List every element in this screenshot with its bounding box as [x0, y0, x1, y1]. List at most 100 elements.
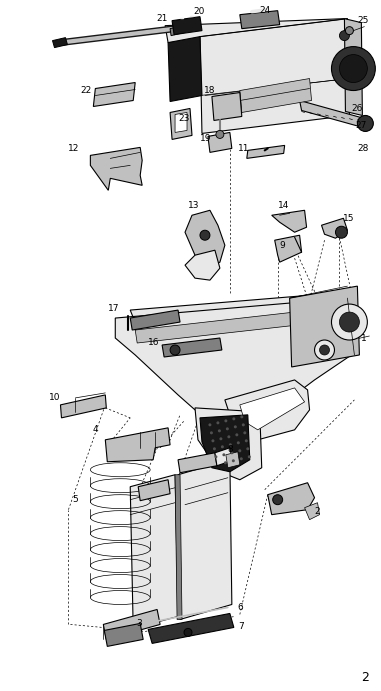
Polygon shape: [170, 108, 192, 140]
Circle shape: [215, 455, 218, 458]
Circle shape: [315, 340, 335, 360]
Circle shape: [357, 115, 373, 131]
Text: 2: 2: [315, 507, 320, 516]
Circle shape: [221, 445, 224, 448]
Circle shape: [224, 419, 227, 422]
Circle shape: [232, 460, 235, 462]
Polygon shape: [178, 460, 232, 619]
Text: 3: 3: [136, 619, 142, 628]
Text: 18: 18: [204, 86, 215, 95]
Text: 2: 2: [362, 671, 369, 684]
Text: 14: 14: [278, 201, 289, 210]
Polygon shape: [272, 210, 307, 232]
Polygon shape: [344, 19, 362, 115]
Polygon shape: [185, 250, 220, 280]
Circle shape: [339, 312, 359, 332]
Polygon shape: [103, 609, 160, 639]
Text: 12: 12: [69, 144, 80, 153]
Circle shape: [239, 449, 241, 453]
Polygon shape: [175, 475, 182, 619]
Circle shape: [226, 427, 229, 430]
Polygon shape: [148, 614, 234, 643]
Text: 20: 20: [193, 7, 204, 16]
Polygon shape: [165, 19, 347, 43]
Text: 13: 13: [188, 201, 200, 210]
Circle shape: [231, 451, 233, 454]
Text: 26: 26: [351, 104, 363, 113]
Circle shape: [331, 304, 367, 340]
Text: 9: 9: [280, 240, 285, 249]
Circle shape: [331, 46, 375, 91]
Polygon shape: [322, 218, 347, 238]
Polygon shape: [175, 113, 187, 133]
Polygon shape: [185, 210, 225, 268]
Text: 1: 1: [361, 334, 367, 343]
Polygon shape: [130, 310, 180, 330]
Circle shape: [223, 453, 226, 456]
Polygon shape: [61, 395, 106, 418]
Polygon shape: [208, 133, 232, 153]
Polygon shape: [226, 452, 240, 468]
Circle shape: [237, 442, 240, 444]
Polygon shape: [240, 388, 304, 430]
Text: 21: 21: [156, 14, 168, 23]
Polygon shape: [162, 338, 222, 357]
Circle shape: [210, 431, 213, 435]
Text: 22: 22: [80, 86, 92, 95]
Circle shape: [219, 437, 223, 440]
Circle shape: [227, 435, 231, 438]
Polygon shape: [105, 428, 170, 462]
Polygon shape: [275, 235, 302, 262]
Polygon shape: [93, 82, 135, 106]
Polygon shape: [135, 312, 298, 343]
Text: 23: 23: [178, 114, 189, 123]
Text: 24: 24: [260, 6, 271, 15]
Circle shape: [213, 447, 216, 451]
Circle shape: [248, 455, 251, 458]
Circle shape: [320, 345, 330, 355]
Circle shape: [240, 415, 243, 418]
Text: 11: 11: [238, 144, 249, 153]
Circle shape: [229, 444, 232, 446]
Text: 10: 10: [48, 393, 60, 402]
Circle shape: [235, 433, 239, 436]
Polygon shape: [200, 415, 250, 472]
Circle shape: [234, 426, 237, 428]
Text: 8: 8: [228, 445, 234, 454]
Text: 28: 28: [357, 144, 369, 153]
Polygon shape: [247, 145, 285, 158]
Polygon shape: [130, 292, 351, 320]
Circle shape: [216, 422, 219, 424]
Polygon shape: [130, 475, 178, 628]
Circle shape: [339, 30, 349, 41]
Text: 16: 16: [148, 337, 160, 346]
Text: 4: 4: [92, 426, 98, 435]
Circle shape: [339, 55, 367, 82]
Circle shape: [232, 417, 235, 420]
Polygon shape: [240, 79, 312, 113]
Circle shape: [216, 131, 224, 138]
Circle shape: [224, 462, 227, 464]
Circle shape: [335, 226, 347, 238]
Polygon shape: [178, 453, 217, 473]
Circle shape: [246, 447, 249, 451]
Polygon shape: [195, 408, 262, 480]
Circle shape: [218, 429, 221, 433]
Polygon shape: [212, 93, 242, 120]
Text: 17: 17: [108, 303, 120, 312]
Polygon shape: [304, 502, 320, 520]
Circle shape: [211, 439, 215, 442]
Polygon shape: [225, 380, 310, 439]
Circle shape: [273, 495, 283, 504]
Text: 25: 25: [357, 16, 369, 25]
Circle shape: [170, 345, 180, 355]
Text: 7: 7: [238, 622, 243, 631]
Polygon shape: [115, 298, 354, 420]
Text: 19: 19: [200, 134, 211, 143]
Polygon shape: [104, 623, 143, 646]
Polygon shape: [200, 19, 349, 133]
Text: 15: 15: [343, 214, 355, 223]
Circle shape: [200, 230, 210, 240]
Polygon shape: [299, 100, 367, 129]
Circle shape: [346, 27, 354, 35]
